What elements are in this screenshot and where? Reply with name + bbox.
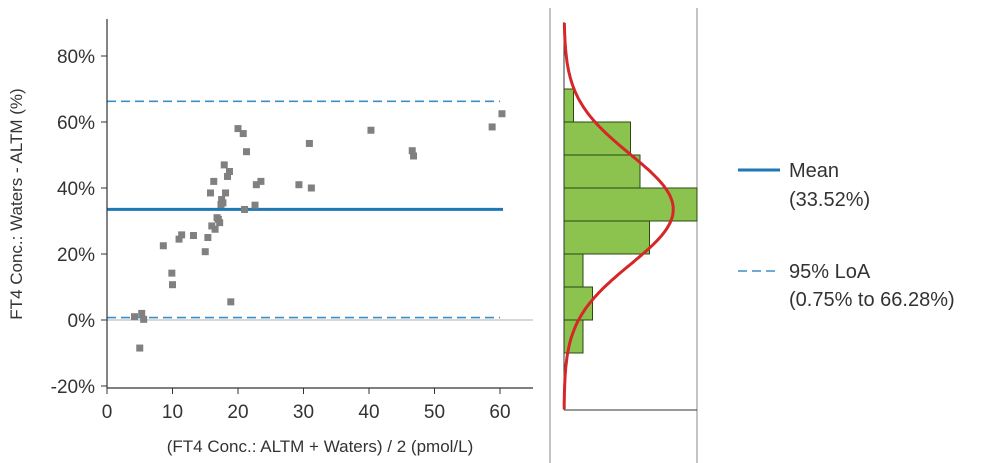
- y-tick-label: 0%: [68, 311, 96, 332]
- data-points: [131, 110, 506, 352]
- data-point: [408, 147, 416, 155]
- data-point: [211, 225, 219, 233]
- x-tick-label: 60: [489, 402, 510, 423]
- x-tick-label: 50: [424, 402, 445, 423]
- data-point: [175, 235, 183, 243]
- histogram-bar: [563, 88, 574, 123]
- data-point: [227, 298, 235, 306]
- y-tick-label: 20%: [57, 245, 95, 266]
- data-point: [219, 199, 227, 207]
- data-point: [295, 181, 303, 189]
- data-point: [488, 123, 496, 131]
- data-point: [224, 172, 232, 180]
- data-point: [307, 184, 315, 192]
- data-point: [216, 219, 224, 227]
- data-point: [222, 189, 230, 197]
- data-point: [140, 315, 148, 323]
- data-point: [251, 201, 259, 209]
- x-tick-label: 40: [358, 402, 379, 423]
- data-point: [159, 242, 167, 250]
- data-point: [252, 181, 260, 189]
- legend-loa-value: (0.75% to 66.28%): [789, 289, 955, 311]
- data-point: [201, 248, 209, 256]
- histogram-bars: [563, 88, 698, 354]
- data-point: [305, 139, 313, 147]
- legend: Mean (33.52%) 95% LoA (0.75% to 66.28%): [738, 160, 955, 311]
- data-point: [131, 313, 139, 321]
- data-point: [239, 130, 247, 138]
- x-tick-label: 10: [162, 402, 183, 423]
- data-point: [367, 126, 375, 134]
- data-point: [169, 281, 176, 289]
- x-axis-ticks: 0 10 20 30 40 50 60: [102, 388, 511, 423]
- data-point: [498, 110, 506, 118]
- y-tick-label: -20%: [51, 377, 95, 398]
- data-point: [234, 125, 242, 133]
- x-axis-title: (FT4 Conc.: ALTM + Waters) / 2 (pmol/L): [167, 437, 474, 456]
- histogram-bar: [563, 319, 584, 354]
- x-tick-label: 30: [293, 402, 314, 423]
- data-point: [136, 344, 144, 352]
- histogram-bar: [563, 187, 698, 222]
- data-point: [220, 161, 228, 169]
- histogram-bar: [563, 121, 631, 156]
- data-point: [410, 152, 418, 160]
- x-tick-label: 0: [102, 402, 113, 423]
- y-tick-label: 40%: [57, 179, 95, 200]
- histogram-bar: [563, 154, 641, 189]
- histogram-bar: [563, 253, 584, 288]
- histogram-panel: [549, 8, 698, 463]
- data-point: [168, 269, 176, 277]
- y-tick-label: 60%: [57, 113, 95, 134]
- data-point: [225, 168, 233, 175]
- data-point: [257, 177, 265, 185]
- data-point: [206, 189, 214, 197]
- legend-loa-label: 95% LoA: [789, 261, 871, 283]
- data-point: [189, 232, 197, 240]
- scatter-panel: -20% 0% 20% 40% 60% 80% 0 10 20 30 40 50 60 (FT4 Co…: [7, 19, 533, 456]
- legend-mean-value: (33.52%): [789, 189, 870, 211]
- x-tick-label: 20: [227, 402, 248, 423]
- data-point: [204, 234, 212, 241]
- data-point: [210, 177, 218, 185]
- y-axis-title: FT4 Conc.: Waters - ALTM (%): [7, 88, 26, 319]
- data-point: [138, 309, 146, 317]
- histogram-bar: [563, 220, 650, 255]
- legend-mean-label: Mean: [789, 160, 839, 182]
- data-point: [241, 205, 249, 213]
- normal-curve: [562, 23, 675, 410]
- y-tick-label: 80%: [57, 47, 95, 68]
- data-point: [243, 148, 251, 156]
- y-axis-ticks: -20% 0% 20% 40% 60% 80%: [51, 47, 107, 398]
- data-point: [178, 231, 186, 239]
